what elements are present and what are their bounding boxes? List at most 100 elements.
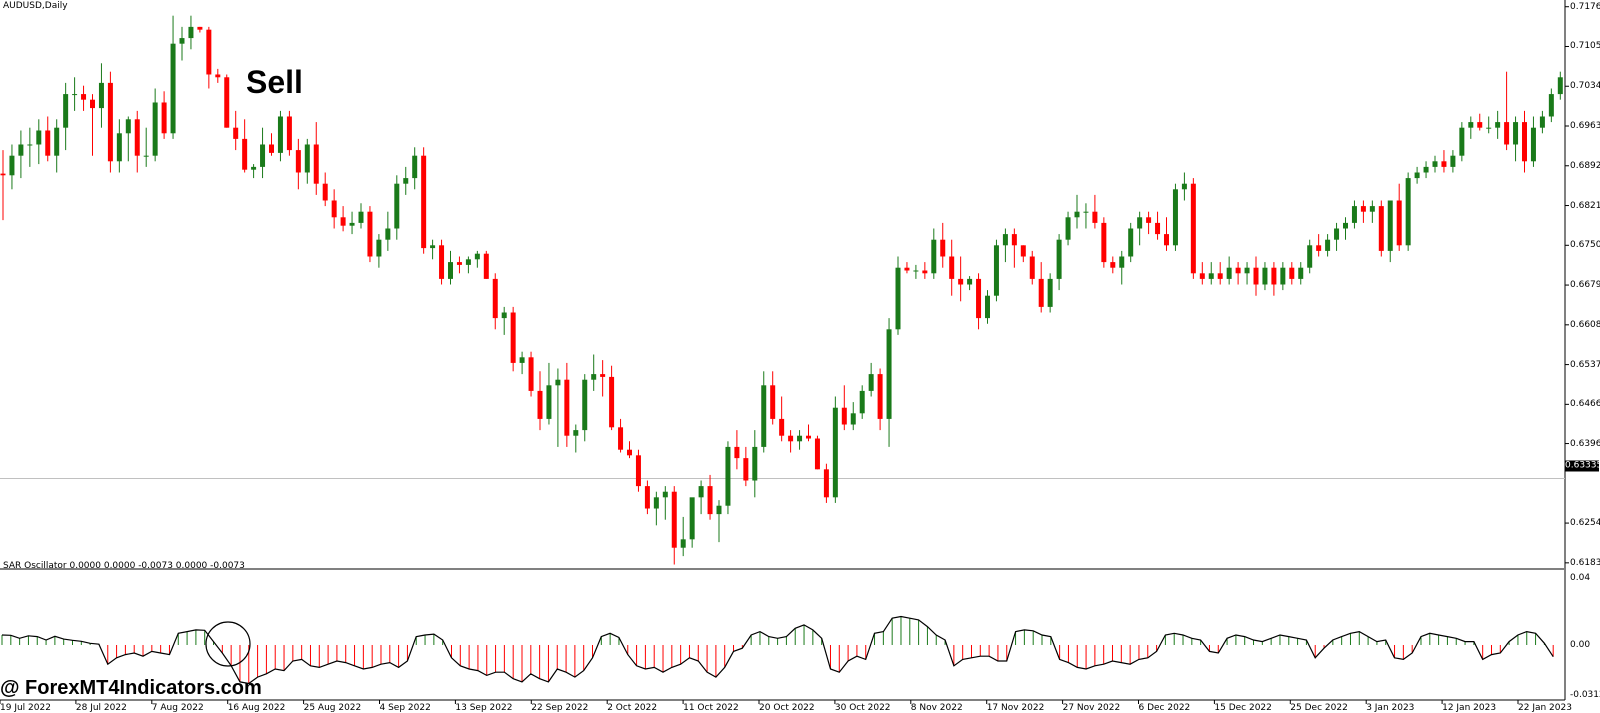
candle-body: [1038, 278, 1044, 307]
sell-signal-circle: [205, 621, 251, 667]
candle-body: [1468, 122, 1474, 128]
candle-body: [161, 102, 167, 134]
candle-body: [1298, 267, 1304, 279]
candle-body: [519, 357, 525, 363]
date-tick-label: 7 Aug 2022: [151, 703, 204, 713]
candle-body: [1020, 245, 1026, 257]
candle-body: [1351, 206, 1357, 223]
candle-body: [251, 166, 257, 170]
candle-body: [680, 539, 686, 548]
candle-body: [448, 262, 453, 279]
candle-body: [27, 144, 33, 146]
candle-body: [582, 379, 588, 431]
candle-body: [1047, 278, 1053, 307]
candle-body: [367, 211, 373, 257]
candle-body: [859, 390, 865, 414]
candle-body: [233, 127, 239, 139]
candle-body: [1155, 222, 1161, 235]
candle-body: [421, 155, 427, 249]
candle-body: [322, 183, 328, 201]
candle-body: [501, 312, 507, 319]
candle-body: [107, 82, 113, 162]
candle-body: [761, 385, 767, 447]
oscillator-tick-label: 0.00: [1570, 640, 1591, 650]
date-tick-label: 27 Nov 2022: [1062, 703, 1121, 713]
candle-body: [609, 376, 615, 428]
candle-body: [295, 150, 301, 173]
candle-body: [1101, 222, 1107, 263]
candle-body: [1530, 127, 1536, 162]
candle-body: [510, 312, 516, 363]
candle-body: [1495, 122, 1501, 128]
candle-body: [72, 94, 78, 96]
candle-body: [1513, 122, 1519, 145]
candle-body: [403, 178, 409, 184]
candle-body: [1459, 127, 1465, 156]
candle-body: [1334, 228, 1340, 240]
candle-body: [385, 228, 391, 240]
date-tick-label: 13 Sep 2022: [455, 703, 513, 713]
oscillator-line: [1, 615, 1554, 685]
candle-body: [45, 130, 51, 156]
candle-body: [1387, 200, 1393, 251]
candle-body: [967, 278, 973, 285]
candle-body: [1405, 178, 1411, 246]
candle-body: [1396, 200, 1402, 246]
candle-body: [653, 497, 659, 509]
candle-body: [474, 253, 480, 260]
candle-body: [770, 385, 776, 419]
candle-body: [627, 449, 632, 456]
candle-body: [868, 374, 874, 391]
candle-body: [600, 374, 606, 377]
candle-body: [958, 278, 964, 285]
candle-body: [1378, 206, 1384, 251]
candle-body: [886, 329, 892, 419]
candle-body: [1504, 122, 1510, 145]
candle-body: [1226, 267, 1232, 279]
oscillator-tick-label: -0.0312: [1570, 690, 1600, 700]
candle-body: [1217, 273, 1223, 279]
candle-body: [1083, 211, 1089, 213]
candle-body: [779, 418, 785, 436]
candle-body: [465, 259, 471, 265]
candle-body: [895, 267, 901, 330]
candle-body: [430, 245, 436, 249]
candle-body: [913, 270, 919, 272]
candle-body: [98, 82, 104, 109]
watermark: @ ForexMT4Indicators.com: [0, 677, 262, 699]
candle-body: [797, 435, 803, 442]
candle-body: [716, 505, 722, 515]
candle-body: [197, 26, 203, 30]
oscillator-tick-label: 0.04: [1570, 573, 1591, 583]
candle-body: [36, 130, 42, 145]
date-tick-label: 25 Dec 2022: [1290, 703, 1348, 713]
candle-body: [985, 295, 990, 319]
candle-body: [841, 407, 847, 425]
candle-body: [304, 144, 310, 173]
date-tick-label: 22 Jan 2023: [1518, 703, 1572, 713]
candle-body: [1548, 94, 1554, 117]
candle-body: [63, 94, 69, 128]
candle-body: [1522, 122, 1527, 162]
candle-body: [931, 239, 937, 274]
candle-body: [1423, 166, 1429, 173]
candle-body: [9, 155, 15, 176]
candle-body: [242, 138, 248, 170]
candle-body: [1325, 239, 1331, 251]
candle-body: [1557, 77, 1563, 95]
candle-body: [993, 245, 999, 296]
candle-body: [492, 278, 498, 319]
candle-body: [286, 116, 292, 151]
date-tick-label: 25 Aug 2022: [303, 703, 362, 713]
candle-body: [1110, 262, 1116, 268]
date-tick-label: 15 Dec 2022: [1214, 703, 1272, 713]
candle-body: [143, 155, 149, 157]
